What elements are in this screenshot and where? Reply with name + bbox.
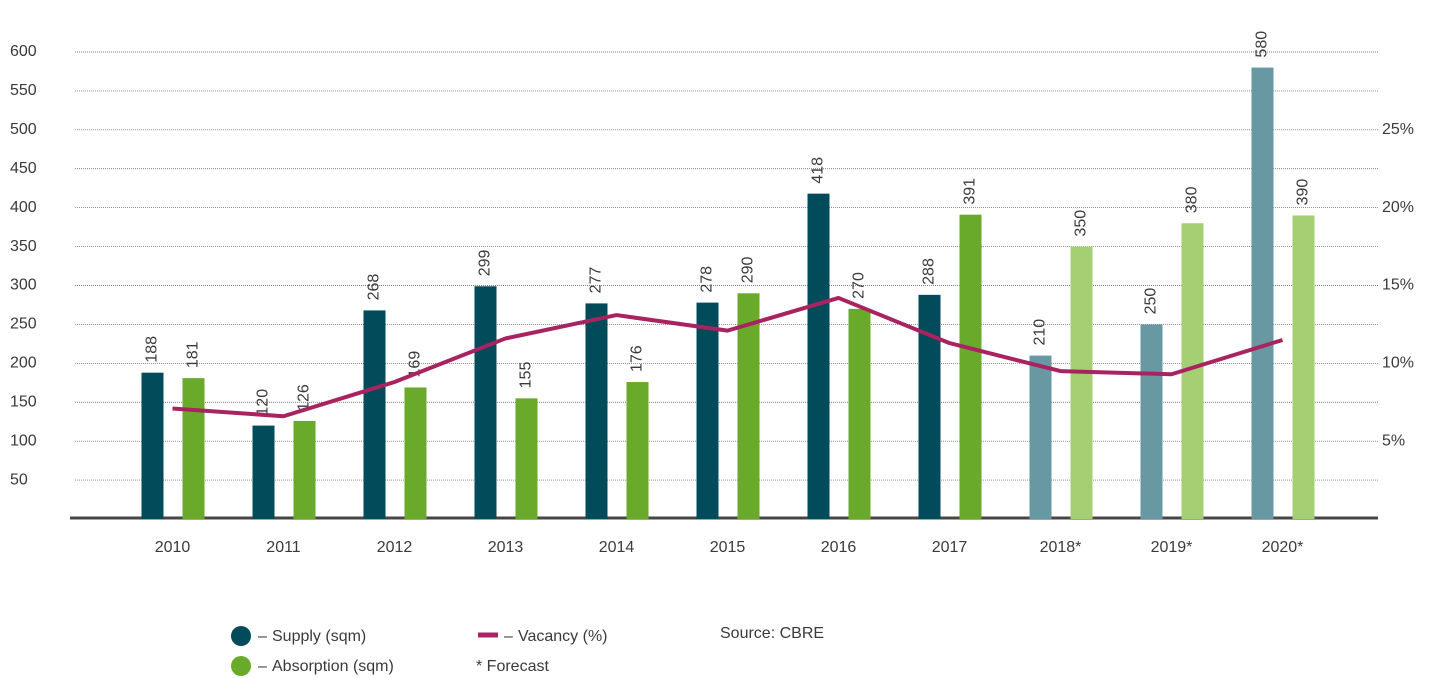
bar [363,310,386,519]
value-label: 391 [962,178,979,205]
value-label: 580 [1254,31,1271,58]
y2-tick-label: 25% [1382,121,1414,138]
value-label: 299 [477,249,494,276]
value-label: 277 [588,267,605,294]
value-label: 210 [1032,319,1049,346]
value-label: 288 [921,258,938,285]
y-tick-label: 600 [10,43,37,60]
annotation: Source: CBRE [720,625,824,642]
x-tick-label: 2012 [377,539,413,556]
bar [585,303,608,519]
y2-tick-label: 5% [1382,432,1405,449]
y-tick-label: 550 [10,82,37,99]
legend-dash: – [504,628,513,645]
y2-tick-label: 20% [1382,199,1414,216]
value-label: 250 [1143,288,1160,315]
y-tick-label: 450 [10,160,37,177]
bar [1070,246,1093,520]
y2-tick-label: 15% [1382,277,1414,294]
value-label: 350 [1073,210,1090,237]
bar [404,387,427,519]
x-tick-label: 2014 [599,539,635,556]
value-label: 126 [296,384,313,411]
x-tick-label: 2011 [266,539,301,556]
x-tick-label: 2015 [710,539,746,556]
value-label: 181 [185,341,202,368]
bar [515,398,538,519]
bar [141,372,164,519]
bar [848,308,871,519]
legend-dash: – [258,628,267,645]
x-tick-label: 2019* [1151,539,1193,556]
value-label: 380 [1184,186,1201,213]
bar [1292,215,1315,519]
value-label: 418 [810,157,827,184]
x-tick-label: 2017 [932,539,968,556]
legend-swatch [231,656,251,676]
annotation: * Forecast [476,658,549,675]
legend-label: Absorption (sqm) [272,658,394,675]
value-label: 290 [740,256,757,283]
value-label: 270 [851,272,868,299]
legend-swatch [231,626,251,646]
x-tick-label: 2016 [821,539,857,556]
value-label: 390 [1295,179,1312,206]
bar [959,214,982,519]
legend-dash: – [258,658,267,675]
vacancy-line [172,295,1284,419]
legend-label: Vacancy (%) [518,628,608,645]
y-tick-label: 350 [10,238,37,255]
x-tick-label: 2013 [488,539,524,556]
x-tick-label: 2020* [1262,539,1304,556]
bar [1140,324,1163,519]
x-tick-label: 2018* [1040,539,1082,556]
value-label: 176 [629,345,646,372]
y-tick-label: 400 [10,199,37,216]
y2-tick-label: 10% [1382,355,1414,372]
value-label: 120 [255,389,272,416]
bar [252,425,275,519]
y-tick-label: 200 [10,355,37,372]
bar [737,293,760,519]
x-tick-label: 2010 [155,539,191,556]
bar [1251,67,1274,520]
bar [696,302,719,519]
bar [626,382,649,519]
y-tick-label: 150 [10,393,37,410]
y-tick-label: 300 [10,277,37,294]
value-label: 155 [518,362,535,389]
bar [1181,223,1204,519]
value-label: 278 [699,266,716,293]
value-label: 188 [144,336,161,363]
bar [182,378,205,519]
y-tick-label: 250 [10,316,37,333]
bar [1029,355,1052,519]
legend-label: Supply (sqm) [272,628,366,645]
bar [474,286,497,519]
bar [918,294,941,519]
value-label: 268 [366,274,383,301]
bar [293,420,316,519]
bar [807,193,830,519]
y-tick-label: 100 [10,432,37,449]
y-tick-label: 50 [10,471,28,488]
y-tick-label: 500 [10,121,37,138]
